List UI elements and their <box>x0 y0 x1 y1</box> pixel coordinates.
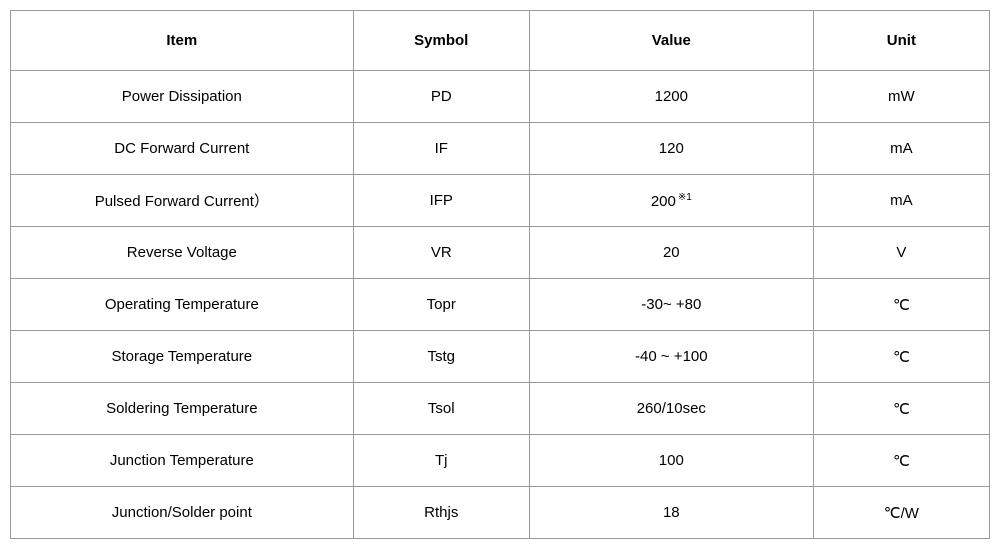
cell-value: 200※1 <box>529 175 813 227</box>
cell-symbol: IF <box>353 123 529 175</box>
cell-value: 100 <box>529 435 813 487</box>
header-value: Value <box>529 11 813 71</box>
table-row: DC Forward Current IF 120 mA <box>11 123 990 175</box>
cell-value: 18 <box>529 487 813 539</box>
cell-unit: ℃ <box>813 435 989 487</box>
cell-item: Reverse Voltage <box>11 227 354 279</box>
header-unit: Unit <box>813 11 989 71</box>
table-row: Junction Temperature Tj 100 ℃ <box>11 435 990 487</box>
header-symbol: Symbol <box>353 11 529 71</box>
cell-symbol: VR <box>353 227 529 279</box>
cell-item: Pulsed Forward Current） <box>11 175 354 227</box>
specs-table: Item Symbol Value Unit Power Dissipation… <box>10 10 990 539</box>
cell-unit: ℃ <box>813 331 989 383</box>
cell-value: 120 <box>529 123 813 175</box>
cell-value: 20 <box>529 227 813 279</box>
value-superscript: ※1 <box>678 192 692 203</box>
table-row: Power Dissipation PD 1200 mW <box>11 71 990 123</box>
cell-item: Junction Temperature <box>11 435 354 487</box>
cell-item: Operating Temperature <box>11 279 354 331</box>
cell-unit: mA <box>813 175 989 227</box>
table-row: Junction/Solder point Rthjs 18 ℃/W <box>11 487 990 539</box>
table-row: Reverse Voltage VR 20 V <box>11 227 990 279</box>
cell-value: 1200 <box>529 71 813 123</box>
cell-unit: ℃ <box>813 279 989 331</box>
table-header-row: Item Symbol Value Unit <box>11 11 990 71</box>
cell-item: Soldering Temperature <box>11 383 354 435</box>
cell-value: -40 ~ +100 <box>529 331 813 383</box>
table-row: Pulsed Forward Current） IFP 200※1 mA <box>11 175 990 227</box>
header-item: Item <box>11 11 354 71</box>
cell-value: -30~ +80 <box>529 279 813 331</box>
cell-symbol: Rthjs <box>353 487 529 539</box>
cell-symbol: Topr <box>353 279 529 331</box>
cell-symbol: Tsol <box>353 383 529 435</box>
specs-table-container: Item Symbol Value Unit Power Dissipation… <box>10 10 990 539</box>
cell-item: DC Forward Current <box>11 123 354 175</box>
table-row: Soldering Temperature Tsol 260/10sec ℃ <box>11 383 990 435</box>
cell-item: Junction/Solder point <box>11 487 354 539</box>
cell-unit: ℃/W <box>813 487 989 539</box>
cell-unit: mW <box>813 71 989 123</box>
cell-symbol: IFP <box>353 175 529 227</box>
cell-value: 260/10sec <box>529 383 813 435</box>
table-row: Operating Temperature Topr -30~ +80 ℃ <box>11 279 990 331</box>
cell-item: Storage Temperature <box>11 331 354 383</box>
cell-unit: ℃ <box>813 383 989 435</box>
table-row: Storage Temperature Tstg -40 ~ +100 ℃ <box>11 331 990 383</box>
cell-symbol: Tj <box>353 435 529 487</box>
cell-symbol: Tstg <box>353 331 529 383</box>
cell-item: Power Dissipation <box>11 71 354 123</box>
cell-unit: V <box>813 227 989 279</box>
cell-symbol: PD <box>353 71 529 123</box>
table-body: Power Dissipation PD 1200 mW DC Forward … <box>11 71 990 539</box>
cell-unit: mA <box>813 123 989 175</box>
value-text: 200 <box>651 193 676 210</box>
